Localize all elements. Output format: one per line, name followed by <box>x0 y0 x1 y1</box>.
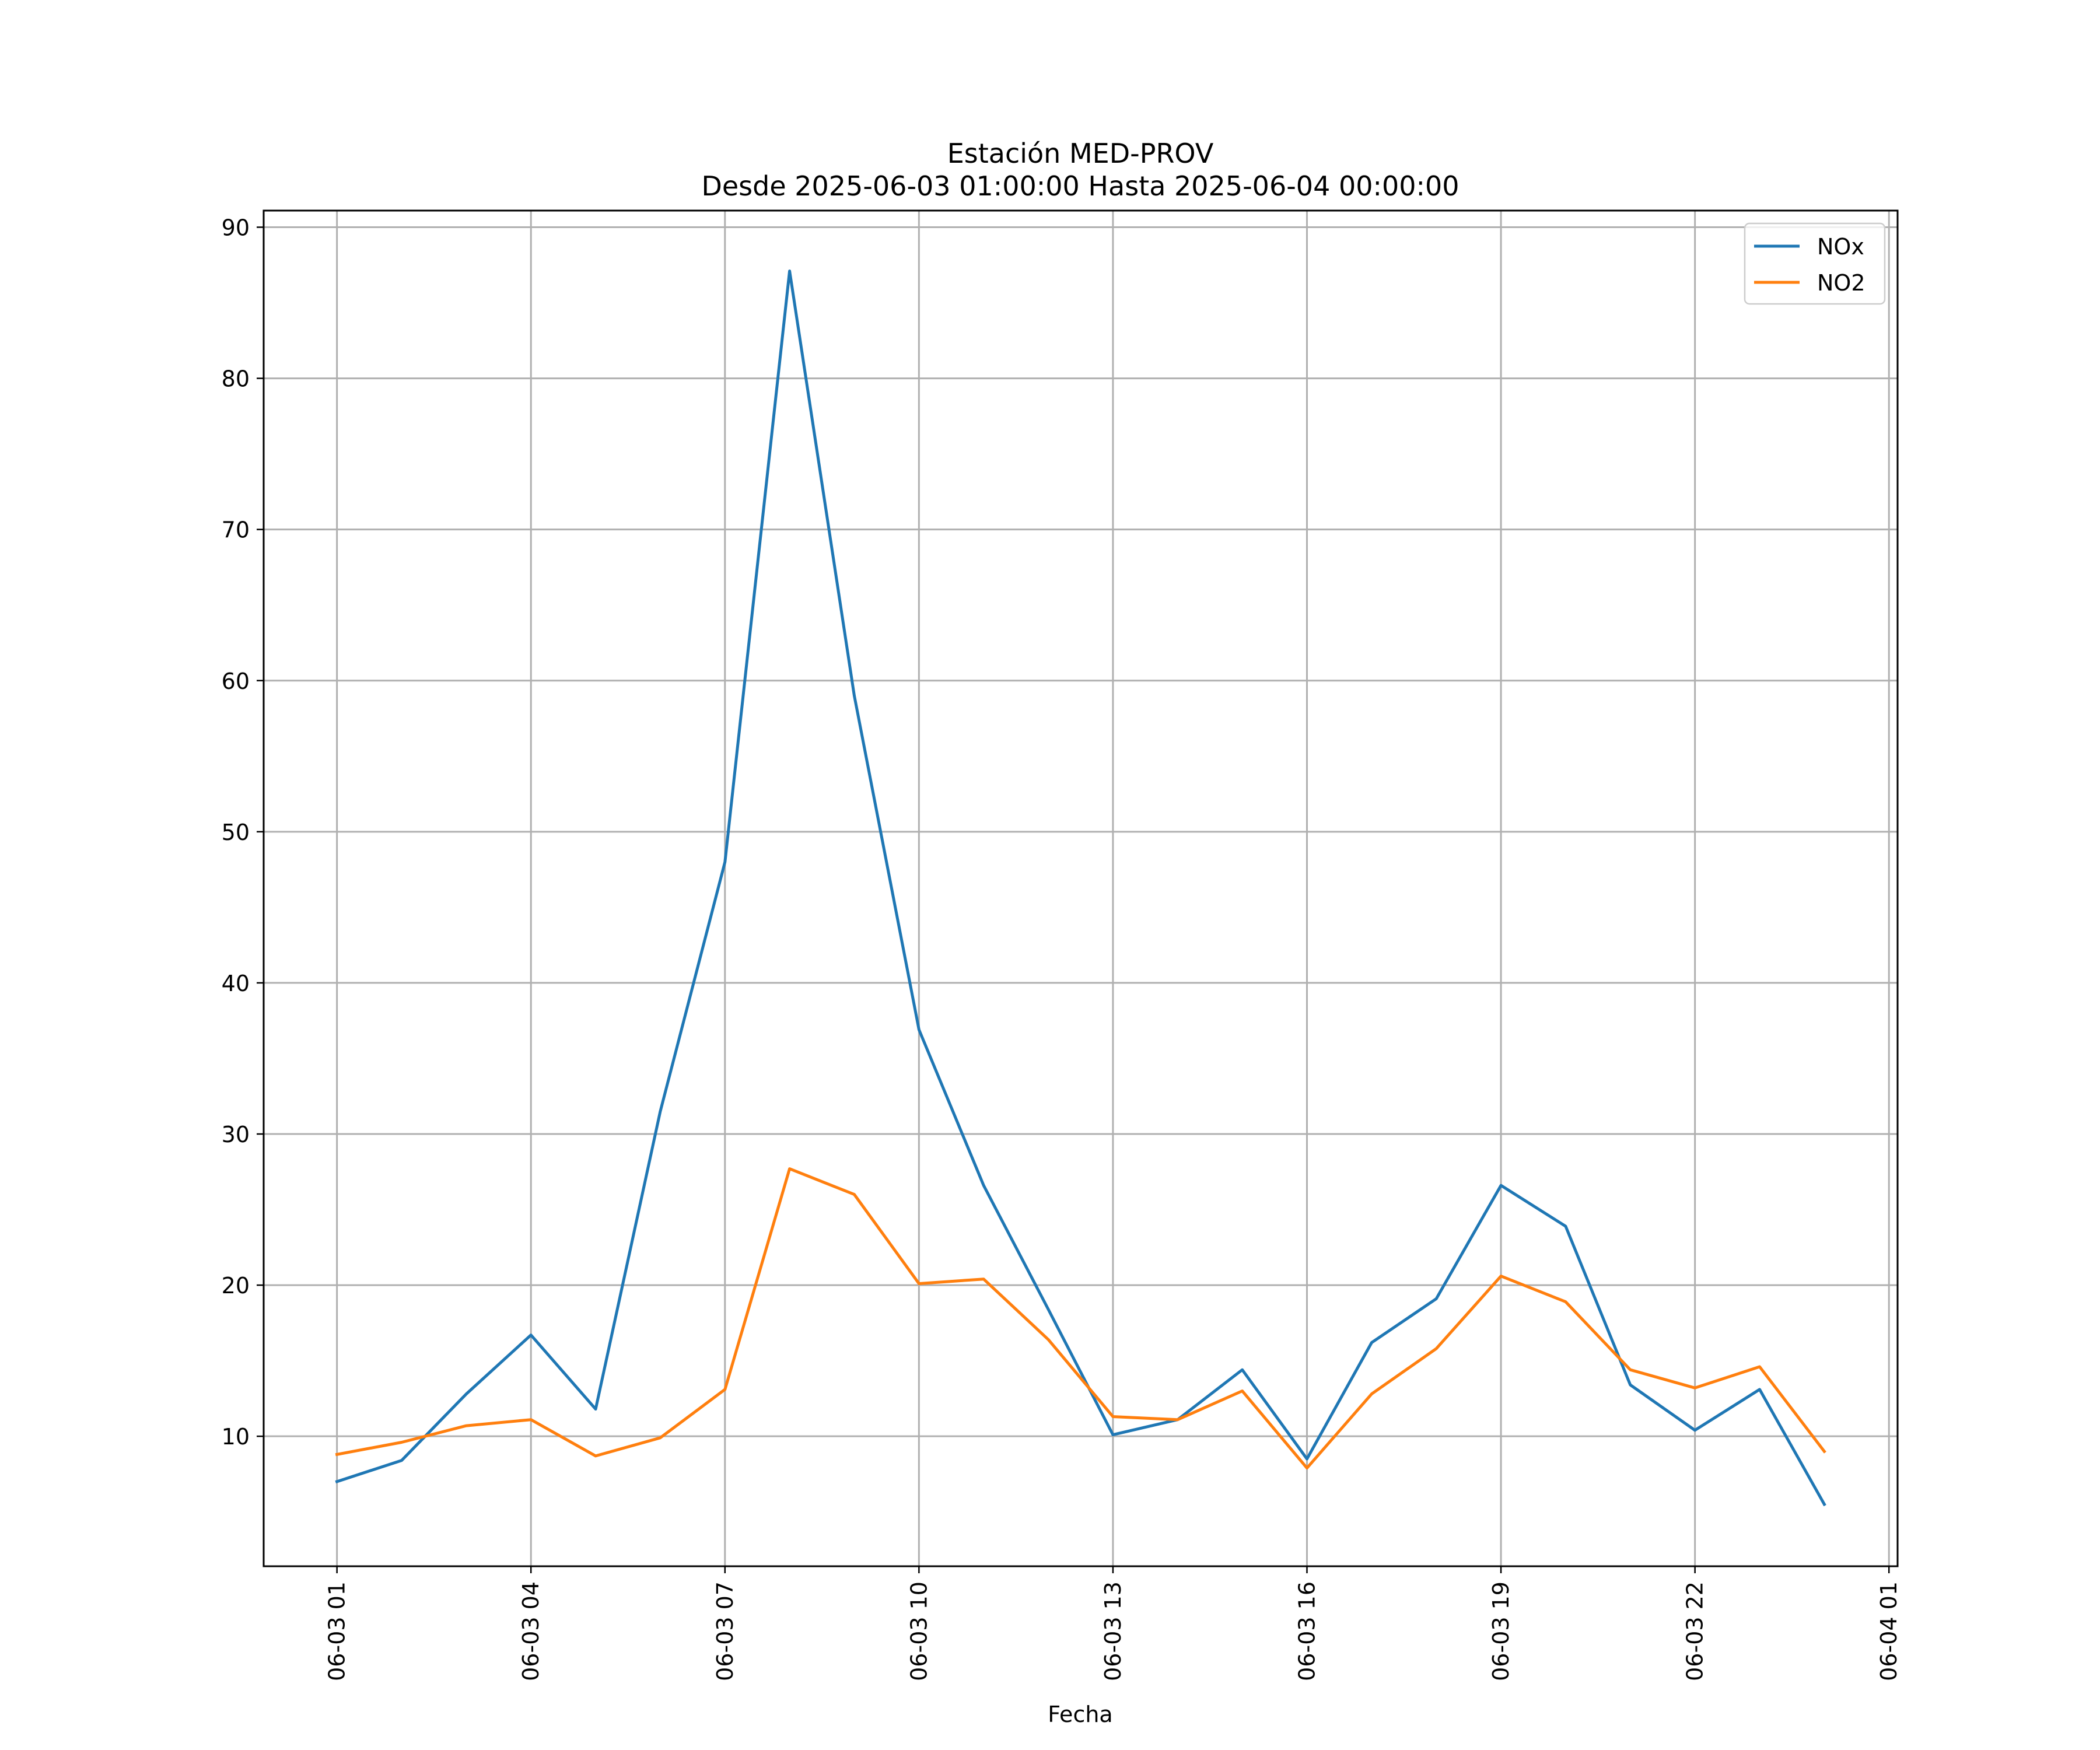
y-tick-label: 30 <box>222 1122 250 1147</box>
y-tick-label: 70 <box>222 517 250 543</box>
axes <box>262 209 1899 1567</box>
x-tick-label: 06-03 13 <box>1100 1581 1126 1681</box>
legend: NOx NO2 <box>1744 222 1886 305</box>
plot-frame <box>262 209 1899 1567</box>
grid-lines <box>264 211 1898 1566</box>
x-tick-label: 06-03 01 <box>324 1581 350 1681</box>
x-tick-label: 06-04 01 <box>1876 1581 1902 1681</box>
x-tick-label: 06-03 04 <box>518 1581 544 1681</box>
y-tick-label: 10 <box>222 1424 250 1450</box>
x-tick-label: 06-03 16 <box>1294 1581 1320 1681</box>
y-tick-label: 50 <box>222 820 250 845</box>
chart-subtitle: Desde 2025-06-03 01:00:00 Hasta 2025-06-… <box>701 170 1459 202</box>
y-tick-label: 40 <box>222 971 250 996</box>
series-lines <box>335 270 1826 1507</box>
x-tick-label: 06-03 10 <box>906 1581 932 1681</box>
series-line-nox <box>335 270 1826 1507</box>
y-tick-label: 20 <box>222 1273 250 1298</box>
x-tick-label: 06-03 22 <box>1682 1581 1708 1681</box>
x-axis-label: Fecha <box>1048 1702 1112 1727</box>
series-line-no2 <box>335 1167 1826 1470</box>
y-tick-label: 90 <box>222 215 250 240</box>
legend-label-no2: NO2 <box>1817 270 1866 296</box>
y-tick-label: 60 <box>222 668 250 694</box>
legend-label-nox: NOx <box>1817 234 1864 260</box>
axis-ticks: 06-03 01 06-03 04 06-03 07 06-03 10 06-03 13… <box>222 215 1902 1681</box>
y-tick-label: 80 <box>222 366 250 392</box>
chart-title: Estación MED-PROV <box>947 138 1214 169</box>
x-tick-label: 06-03 07 <box>712 1581 738 1681</box>
x-tick-label: 06-03 19 <box>1488 1581 1514 1681</box>
